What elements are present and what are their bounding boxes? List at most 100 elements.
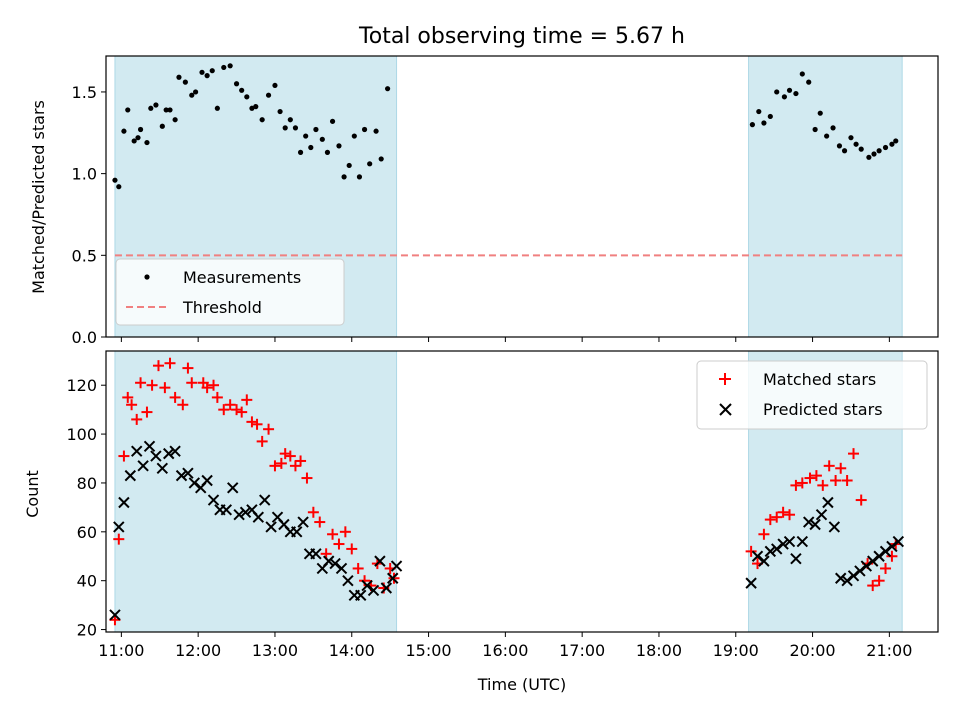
top-legend: Measurements Threshold [115,258,345,326]
predicted-star-point [310,548,322,560]
predicted-star-point [790,552,802,565]
matched-star-point [848,448,860,460]
measurement-point [239,87,245,93]
bottom-ticks: 20 40 60 80 100 120 11:00 12:00 13:00 14:00 15:00 1… [66,376,912,660]
predicted-star-point [131,445,143,457]
matched-star-point [784,509,796,521]
predicted-star-point [259,494,271,506]
predicted-star-point [751,550,764,562]
matched-star-point [284,450,296,462]
predicted-star-point [777,538,789,550]
x-tick-label: 12:00 [175,641,221,660]
x-tick-label: 16:00 [482,641,528,660]
matched-star-point [835,462,847,474]
measurement-point [214,105,220,111]
x-tick-label: 14:00 [329,641,375,660]
measurement-point [259,117,265,123]
measurement-point [282,125,288,131]
legend-matched-marker [719,373,731,385]
predicted-star-point [380,582,393,594]
measurement-point [824,133,830,139]
matched-star-point [218,404,230,416]
measurement-point [767,113,773,120]
measurement-point [356,174,363,180]
predicted-star-point [150,450,162,462]
measurement-point [137,126,144,133]
matched-star-point [246,416,258,428]
measurement-point [893,138,899,144]
matched-star-point [346,543,358,555]
predicted-star-point [265,521,277,533]
y-tick-label: 20 [77,621,97,640]
measurement-point [793,90,799,97]
predicted-star-point [841,574,853,587]
legend-predicted-marker [719,403,732,416]
measurement-point [182,79,188,85]
y-tick-label: 100 [66,425,97,444]
measurement-point [221,64,227,71]
matched-star-point [231,404,243,416]
shaded-range-2 [748,55,903,338]
predicted-star-point [886,540,898,553]
matched-star-point [182,362,194,374]
predicted-star-point [764,545,777,558]
measurement-point [361,126,368,133]
matched-star-point [810,470,822,482]
y-tick-label: 80 [77,474,97,493]
measurement-point [848,135,854,141]
measurement-point [112,177,118,183]
matched-star-point [146,379,158,391]
measurement-point [341,174,347,180]
predicted-star-point [783,535,796,548]
top-ticks: 0.0 0.5 1.0 1.5 [72,83,890,347]
top-legend-box [115,258,345,326]
measurement-point [297,149,304,155]
matched-star-point [118,450,130,462]
measurement-point [866,154,872,160]
predicted-star-point [867,555,879,567]
predicted-star-point [822,496,834,509]
predicted-star-point [815,509,828,521]
y-tick-label: 120 [66,376,97,395]
measurement-point [313,126,319,133]
matched-star-point [251,418,263,430]
measurement-point [163,107,169,113]
predicted-star-point [227,482,239,494]
predicted-star-point [854,565,866,577]
measurement-point [253,104,259,110]
legend-measurements-marker [144,274,150,280]
predicted-star-point [390,560,403,572]
predicted-star-point [342,574,354,587]
measurement-point [781,94,788,100]
predicted-star-point [879,545,892,558]
y-tick-label: 1.5 [72,83,97,102]
matched-star-point [352,562,364,574]
measurement-point [853,141,859,147]
predicted-star-point [182,467,194,479]
measurement-point [882,144,889,151]
measurement-point [749,122,756,128]
measurement-point [329,118,336,124]
predicted-star-point [118,496,130,509]
predicted-star-point [329,557,341,570]
predicted-star-point [847,570,860,582]
top-axes-frame [105,55,939,338]
predicted-star-point [355,589,367,602]
matched-star-point [131,413,143,425]
matched-star-point [880,562,892,574]
measurement-point [287,117,293,123]
bottom-axes-frame [105,350,939,633]
matched-star-point [269,460,281,472]
predicted-star-point [291,526,303,538]
matched-star-point [301,472,313,484]
matched-star-point [758,528,770,540]
top-plot-marks [112,63,903,257]
matched-star-point [159,382,171,394]
predicted-star-point [124,469,137,482]
predicted-star-point [188,477,201,489]
matched-star-point [830,475,842,487]
matched-star-point [771,511,783,523]
predicted-star-point [297,516,309,528]
bottom-plot-marks [109,357,905,626]
